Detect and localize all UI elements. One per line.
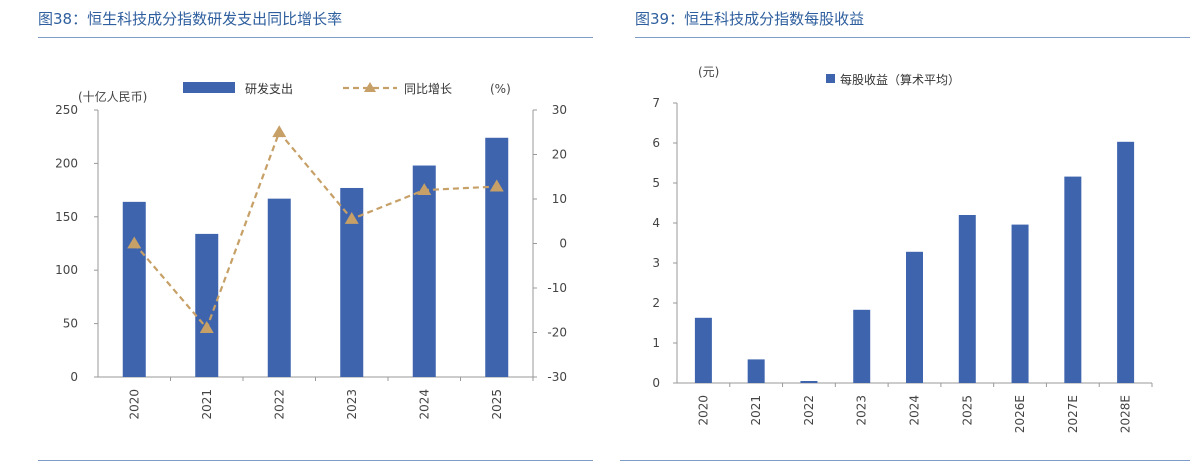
- figure-39-top-rule: [635, 37, 1190, 38]
- x-tick-label: 2024: [908, 395, 922, 426]
- bar-2020: [122, 201, 146, 377]
- y-tick-label: 5: [652, 176, 660, 190]
- left-y-tick-label: 50: [63, 317, 78, 331]
- right-y-tick-label: 20: [552, 148, 567, 162]
- y-tick-label: 1: [652, 336, 660, 350]
- x-tick-label: 2028E: [1119, 395, 1133, 433]
- rd-expense-chart: 0 50 100 150 200 250 -30 -20 -10 0 10 20 30 2020 2021 2…: [55, 81, 567, 420]
- bar-2025: [485, 137, 509, 377]
- figure-38-panel: 图38：恒生科技成分指数研发支出同比增长率 0 50 100 150 200 250 -30…: [38, 10, 593, 461]
- bar-2022: [800, 381, 818, 383]
- figure-38-bottom-rule: [38, 460, 593, 461]
- x-tick-label: 2022: [272, 389, 286, 420]
- left-y-tick-label: 100: [55, 263, 78, 277]
- right-y-tick-label: 0: [559, 237, 567, 251]
- x-tick-label: 2023: [345, 389, 359, 420]
- figure-38-title: 图38：恒生科技成分指数研发支出同比增长率: [38, 10, 343, 28]
- x-tick-label: 2022: [802, 395, 816, 426]
- right-y-tick-label: -20: [547, 326, 567, 340]
- yoy-growth-line: [133, 130, 497, 331]
- bar-2021: [195, 233, 219, 377]
- x-tick-label: 2020: [127, 389, 141, 420]
- legend-triangle-icon: [364, 82, 376, 92]
- y-tick-label: 3: [652, 256, 660, 270]
- yoy-marker-2020: [127, 236, 142, 249]
- legend-line-label: 同比增长: [404, 82, 452, 96]
- x-tick-label: 2025: [490, 389, 504, 420]
- figure-39-title: 图39：恒生科技成分指数每股收益: [635, 10, 865, 28]
- y-tick-label: 7: [652, 96, 660, 110]
- yoy-marker-2022: [272, 125, 287, 138]
- bar-2023: [853, 309, 871, 383]
- bar-2024: [412, 165, 436, 377]
- y-tick-label: 4: [652, 216, 660, 230]
- bar-2023: [340, 187, 364, 377]
- yoy-marker-2025: [489, 179, 504, 192]
- y-tick-label: 2: [652, 296, 660, 310]
- yoy-marker-2021: [199, 321, 214, 333]
- yoy-marker-2023: [344, 212, 359, 224]
- left-y-tick-label: 250: [55, 103, 78, 117]
- yoy-marker-2024: [417, 183, 432, 195]
- legend-bar-label: 研发支出: [245, 81, 293, 96]
- right-y-tick-label: -30: [547, 370, 567, 384]
- x-tick-label: 2027E: [1066, 395, 1080, 433]
- y-tick-label: 0: [652, 376, 660, 390]
- x-tick-label: 2020: [696, 395, 710, 426]
- x-tick-label: 2026E: [1013, 395, 1027, 433]
- right-y-tick-label: 10: [552, 192, 567, 206]
- figure-39-panel: 图39：恒生科技成分指数每股收益 0 1 2 3 4 5 6 7 2020 2021 2022 202…: [600, 0, 1193, 469]
- bar-2022: [267, 198, 291, 377]
- right-y-axis-unit: (%): [490, 82, 511, 96]
- y-axis-unit: (元): [698, 65, 719, 79]
- y-tick-label: 6: [652, 136, 660, 150]
- x-tick-label: 2023: [855, 395, 869, 426]
- bar-2027E: [1064, 176, 1082, 383]
- right-y-tick-label: 30: [552, 103, 567, 117]
- x-tick-label: 2021: [749, 395, 763, 426]
- bar-2028E: [1117, 141, 1135, 383]
- right-y-tick-label: -10: [547, 281, 567, 295]
- legend-bar-label: 每股收益（算术平均）: [840, 72, 960, 87]
- x-tick-label: 2025: [960, 395, 974, 426]
- eps-chart: 0 1 2 3 4 5 6 7 2020 2021 2022 2023 2024 2025 2026E 202…: [652, 65, 1153, 433]
- legend-bar-swatch: [183, 82, 235, 93]
- figure-39-bottom-rule: [620, 460, 1190, 461]
- bar-2020: [694, 317, 712, 383]
- left-y-tick-label: 0: [70, 370, 78, 384]
- x-tick-label: 2024: [417, 389, 431, 420]
- bar-2025: [958, 215, 976, 383]
- figure-38-top-rule: [38, 37, 593, 38]
- bar-2026E: [1011, 224, 1029, 383]
- bar-2021: [747, 359, 765, 383]
- bar-2024: [906, 251, 923, 383]
- legend-bar-swatch: [826, 74, 835, 83]
- left-y-tick-label: 200: [55, 156, 78, 170]
- left-y-axis-unit: (十亿人民币): [78, 89, 147, 104]
- x-tick-label: 2021: [200, 389, 214, 420]
- left-y-tick-label: 150: [55, 210, 78, 224]
